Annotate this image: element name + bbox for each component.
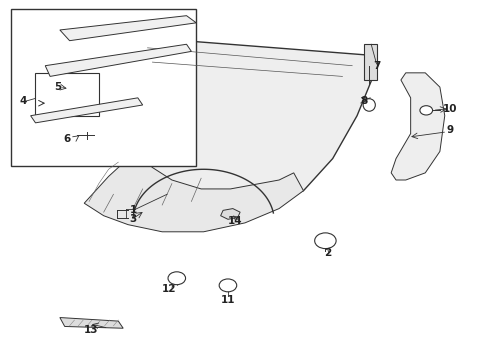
Polygon shape	[123, 37, 372, 208]
Polygon shape	[45, 44, 192, 76]
Ellipse shape	[363, 99, 375, 111]
Polygon shape	[220, 208, 240, 219]
Text: 9: 9	[446, 125, 453, 135]
Text: 8: 8	[361, 96, 368, 107]
Text: 14: 14	[228, 216, 243, 226]
Text: 3: 3	[129, 214, 137, 224]
Text: 10: 10	[442, 104, 457, 113]
Text: 11: 11	[220, 295, 235, 305]
Text: 13: 13	[84, 325, 99, 335]
Text: 2: 2	[324, 248, 331, 258]
Text: 7: 7	[373, 61, 380, 71]
Bar	[35, 73, 99, 116]
Bar	[11, 9, 196, 166]
Polygon shape	[30, 98, 143, 123]
Text: 12: 12	[162, 284, 177, 294]
Polygon shape	[391, 73, 445, 180]
Circle shape	[168, 272, 186, 285]
Bar	[365, 44, 376, 80]
Text: 4: 4	[20, 96, 27, 107]
Polygon shape	[60, 16, 196, 41]
Circle shape	[219, 279, 237, 292]
Polygon shape	[84, 155, 303, 232]
Polygon shape	[60, 318, 123, 328]
Circle shape	[420, 106, 433, 115]
Text: 1: 1	[129, 205, 137, 215]
Text: 6: 6	[64, 134, 71, 144]
Text: 5: 5	[54, 82, 61, 92]
Circle shape	[315, 233, 336, 249]
